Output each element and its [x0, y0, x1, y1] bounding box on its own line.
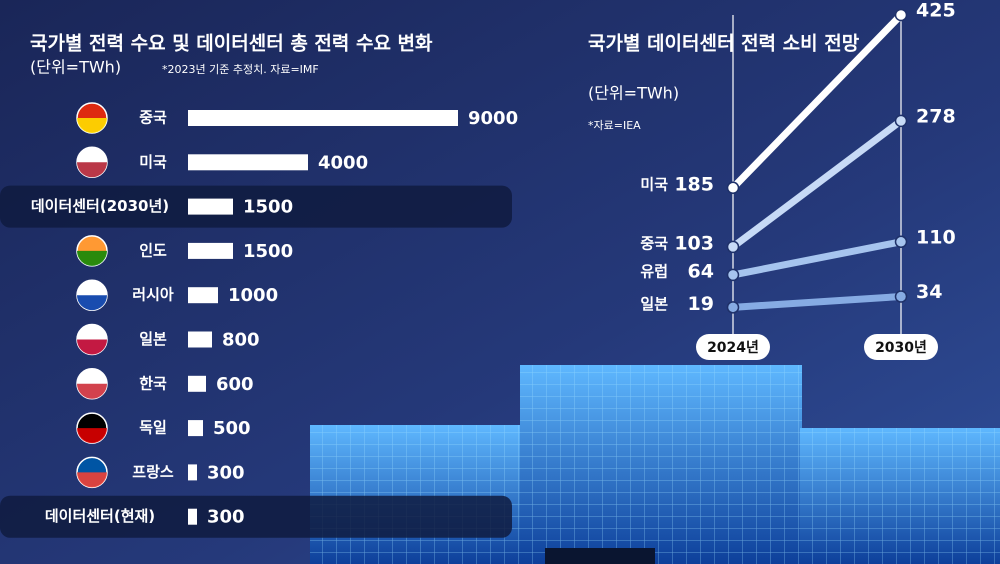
- bar: [188, 110, 458, 126]
- value-label: 1500: [243, 197, 293, 218]
- bar: [188, 287, 218, 304]
- value-label: 9000: [468, 108, 518, 129]
- flag-detail: [77, 428, 107, 444]
- value-label: 600: [216, 374, 254, 395]
- series-name: 일본: [640, 295, 668, 313]
- flag-detail: [77, 472, 107, 488]
- value-label: 103: [674, 232, 714, 254]
- value-label: 4000: [318, 152, 368, 173]
- value-label: 34: [916, 281, 942, 303]
- category-label: 프랑스: [132, 463, 174, 481]
- x-label-pill: [864, 334, 938, 360]
- flag-detail: [77, 383, 107, 399]
- bar: [188, 464, 197, 481]
- bar: [188, 198, 233, 215]
- series-name: 유럽: [640, 262, 668, 280]
- bar: [188, 331, 212, 348]
- highlight-band: [0, 185, 512, 228]
- value-label: 185: [674, 173, 714, 195]
- value-label: 278: [916, 105, 956, 127]
- bar: [188, 375, 206, 392]
- x-tick-label: 2030년: [875, 340, 927, 356]
- point: [894, 8, 908, 22]
- point: [726, 240, 740, 254]
- buildings: [310, 365, 1000, 564]
- flag-detail: [77, 250, 107, 266]
- point: [894, 235, 908, 249]
- right-subtitle: (단위=TWh): [588, 84, 679, 103]
- series-line: [729, 293, 905, 311]
- bar: [188, 508, 197, 525]
- category-label: 데이터센터(2030년): [31, 197, 169, 215]
- flag-detail: [77, 339, 107, 355]
- highlight-band: [0, 495, 512, 538]
- x-label-pill: [696, 334, 770, 360]
- value-label: 64: [688, 260, 714, 282]
- value-label: 425: [916, 0, 956, 22]
- category-label: 중국: [139, 109, 167, 127]
- category-label: 러시아: [132, 286, 174, 304]
- category-label: 미국: [139, 153, 167, 171]
- point: [726, 268, 740, 282]
- point: [894, 290, 908, 303]
- value-label: 300: [207, 507, 245, 528]
- series-line: [729, 117, 905, 251]
- series-name: 중국: [640, 234, 668, 252]
- flag-detail: [77, 162, 107, 178]
- series-line: [729, 11, 905, 192]
- value-label: 1000: [228, 285, 278, 306]
- value-label: 500: [213, 418, 251, 439]
- category-label: 데이터센터(현재): [45, 507, 155, 525]
- category-label: 인도: [139, 241, 167, 259]
- series-line: [729, 238, 905, 279]
- category-label: 한국: [139, 374, 167, 392]
- flag-detail: [77, 118, 107, 133]
- point: [726, 181, 740, 195]
- point: [726, 301, 740, 314]
- left-note: *2023년 기준 추정치. 자료=IMF: [162, 63, 319, 76]
- right-title: 국가별 데이터센터 전력 소비 전망: [588, 33, 860, 55]
- value-label: 110: [916, 226, 956, 248]
- left-subtitle: (단위=TWh): [30, 58, 121, 77]
- series-name: 미국: [640, 175, 668, 193]
- category-label: 독일: [139, 419, 167, 437]
- point: [894, 114, 908, 128]
- value-label: 300: [207, 462, 245, 483]
- value-label: 19: [688, 293, 714, 315]
- value-label: 800: [222, 330, 260, 351]
- bar: [188, 154, 308, 171]
- category-label: 일본: [139, 330, 167, 348]
- value-label: 1500: [243, 241, 293, 262]
- bar: [188, 242, 233, 259]
- x-tick-label: 2024년: [707, 340, 759, 356]
- right-note: *자료=IEA: [588, 119, 641, 132]
- bar: [188, 420, 203, 437]
- left-title: 국가별 전력 수요 및 데이터센터 총 전력 수요 변화: [30, 33, 433, 55]
- flag-detail: [77, 295, 107, 311]
